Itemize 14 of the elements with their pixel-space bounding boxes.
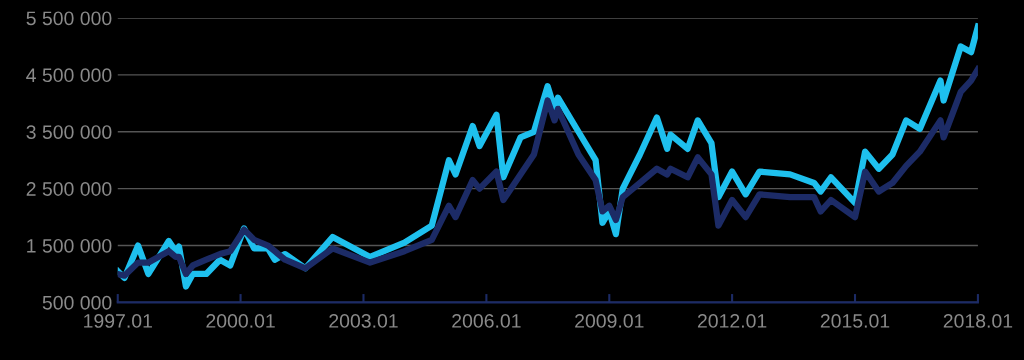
y-tick-label: 4 500 000 [26,68,112,83]
x-tick-label: 2009.01 [575,314,644,328]
y-tick-label: 500 000 [42,295,112,310]
x-tick-label: 2015.01 [820,314,890,328]
x-tick-label: 2000.01 [206,314,275,328]
x-tick-label: 2012.01 [697,314,767,328]
y-tick-label: 1 500 000 [27,238,112,253]
x-tick-label: 2018.01 [943,314,1013,328]
x-tick-label: 1997.01 [84,314,152,328]
x-tick-label: 2003.01 [329,314,398,328]
x-tick-label: 2006.01 [452,314,521,328]
y-tick-label: 3 500 000 [26,125,112,139]
y-tick-label: 2 500 000 [26,182,112,196]
y-tick-label: 5 500 000 [26,11,112,26]
